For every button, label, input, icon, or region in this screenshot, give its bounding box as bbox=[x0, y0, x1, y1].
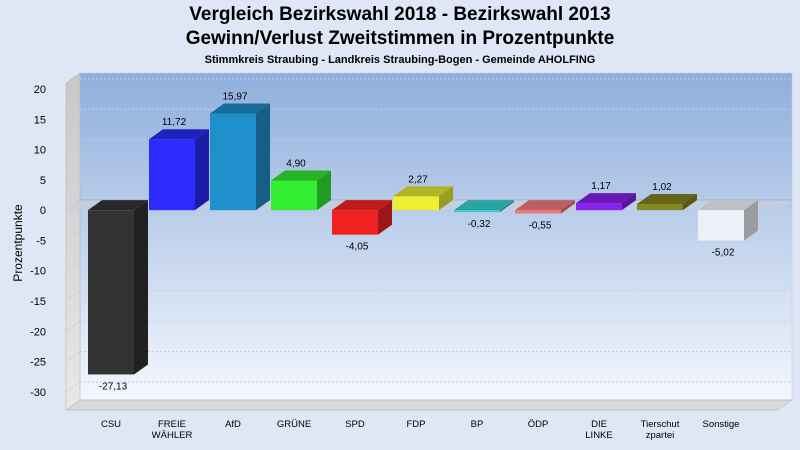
bar-top bbox=[637, 193, 697, 204]
x-tick-label: SPD bbox=[345, 419, 365, 430]
bar-value-label: -0,55 bbox=[529, 220, 552, 231]
bar-side bbox=[378, 200, 392, 235]
y-tick-label: -5 bbox=[36, 235, 46, 247]
bar-top bbox=[515, 200, 575, 211]
gridline-side bbox=[65, 169, 81, 181]
gridline-side bbox=[65, 321, 81, 332]
y-tick-label: -25 bbox=[30, 357, 46, 369]
y-axis-label: Prozentpunkte bbox=[11, 204, 25, 282]
bar-value-label: 1,17 bbox=[591, 181, 611, 192]
plot-floor bbox=[65, 399, 793, 411]
bar-front bbox=[576, 203, 622, 211]
y-tick-label: -10 bbox=[30, 266, 46, 278]
bar-side bbox=[256, 103, 270, 211]
bar bbox=[332, 200, 392, 235]
chart-subtitle: Gewinn/Verlust Zweitstimmen in Prozentpu… bbox=[185, 28, 615, 49]
bar bbox=[210, 103, 270, 211]
chart-subsubtitle: Stimmkreis Straubing - Landkreis Straubi… bbox=[204, 54, 596, 66]
bar-value-label: 15,97 bbox=[222, 91, 247, 102]
gridline-side bbox=[65, 230, 81, 241]
x-tick-label: WÄHLER bbox=[152, 430, 193, 441]
gridline-side bbox=[65, 381, 81, 393]
bar-side bbox=[561, 200, 575, 214]
bar-value-label: -27,13 bbox=[99, 381, 128, 392]
bar-side bbox=[683, 193, 697, 211]
x-tick-label: BP bbox=[471, 419, 484, 430]
x-tick-label: GRÜNE bbox=[277, 419, 311, 430]
bar-value-label: 1,02 bbox=[652, 182, 672, 193]
x-tick-label: ÖDP bbox=[528, 419, 549, 430]
bar-top bbox=[454, 200, 514, 211]
gridline-side bbox=[65, 139, 81, 150]
bar-top bbox=[393, 186, 453, 197]
y-tick-label: 10 bbox=[34, 145, 46, 157]
bar-front bbox=[454, 210, 500, 213]
bar-side bbox=[622, 193, 636, 211]
x-tick-label: Tierschut bbox=[641, 419, 680, 430]
bar-front bbox=[393, 196, 439, 211]
bar-side bbox=[439, 186, 453, 211]
y-tick-label: 20 bbox=[34, 84, 46, 96]
y-tick-label: -15 bbox=[30, 296, 46, 308]
bar bbox=[88, 200, 148, 375]
x-tick-label: DIE bbox=[591, 419, 607, 430]
bar bbox=[698, 200, 758, 241]
bar-side bbox=[195, 129, 209, 211]
gridline-side bbox=[65, 260, 81, 271]
bar-side bbox=[134, 200, 148, 375]
gridline-side bbox=[65, 78, 81, 90]
plot-side-wall bbox=[65, 72, 81, 411]
bar-value-label: 4,90 bbox=[286, 158, 306, 169]
y-tick-label: -20 bbox=[30, 326, 46, 338]
chart-title: Vergleich Bezirkswahl 2018 - Bezirkswahl… bbox=[189, 4, 611, 25]
bar-value-label: -4,05 bbox=[346, 242, 369, 253]
bar-front bbox=[332, 210, 378, 235]
bar-value-label: -5,02 bbox=[712, 248, 735, 259]
y-tick-label: 0 bbox=[40, 205, 46, 217]
x-tick-label: FREIE bbox=[158, 419, 186, 430]
bar bbox=[454, 200, 514, 213]
bar-side bbox=[500, 200, 514, 213]
x-tick-label: LINKE bbox=[585, 430, 612, 441]
bar-value-label: -0,32 bbox=[468, 219, 491, 230]
x-tick-label: Sonstige bbox=[703, 419, 740, 430]
bar bbox=[515, 200, 575, 214]
bar-side bbox=[317, 170, 331, 211]
bar-top bbox=[149, 129, 209, 140]
bar-front bbox=[210, 113, 256, 211]
bar bbox=[637, 193, 697, 211]
bar-front bbox=[271, 180, 317, 211]
bar-top bbox=[576, 193, 636, 204]
x-tick-label: AfD bbox=[225, 419, 241, 430]
bar-top bbox=[210, 103, 270, 114]
y-tick-label: -30 bbox=[30, 387, 46, 399]
bar-value-label: 2,27 bbox=[408, 174, 428, 185]
plot-area bbox=[79, 72, 793, 401]
bar bbox=[576, 193, 636, 211]
bar bbox=[393, 186, 453, 211]
gridline-side bbox=[65, 351, 81, 362]
bar-front bbox=[515, 210, 561, 214]
bar-top bbox=[332, 200, 392, 211]
bar-side bbox=[744, 200, 758, 241]
x-tick-label: CSU bbox=[101, 419, 121, 430]
bar bbox=[271, 170, 331, 211]
y-tick-label: 5 bbox=[40, 175, 46, 187]
y-tick-label: 15 bbox=[34, 114, 46, 126]
bar bbox=[149, 129, 209, 211]
bar-value-label: 11,72 bbox=[162, 117, 187, 128]
gridline-side bbox=[65, 109, 81, 120]
bar-top bbox=[698, 200, 758, 211]
x-tick-label: FDP bbox=[407, 419, 426, 430]
bar-front bbox=[698, 210, 744, 241]
bar-front bbox=[88, 210, 134, 375]
bar-top bbox=[271, 170, 331, 181]
x-tick-label: zpartei bbox=[646, 430, 675, 441]
bar-front bbox=[149, 139, 195, 211]
bar-front bbox=[637, 203, 683, 211]
bar-top bbox=[88, 200, 148, 211]
gridline-side bbox=[65, 290, 81, 302]
